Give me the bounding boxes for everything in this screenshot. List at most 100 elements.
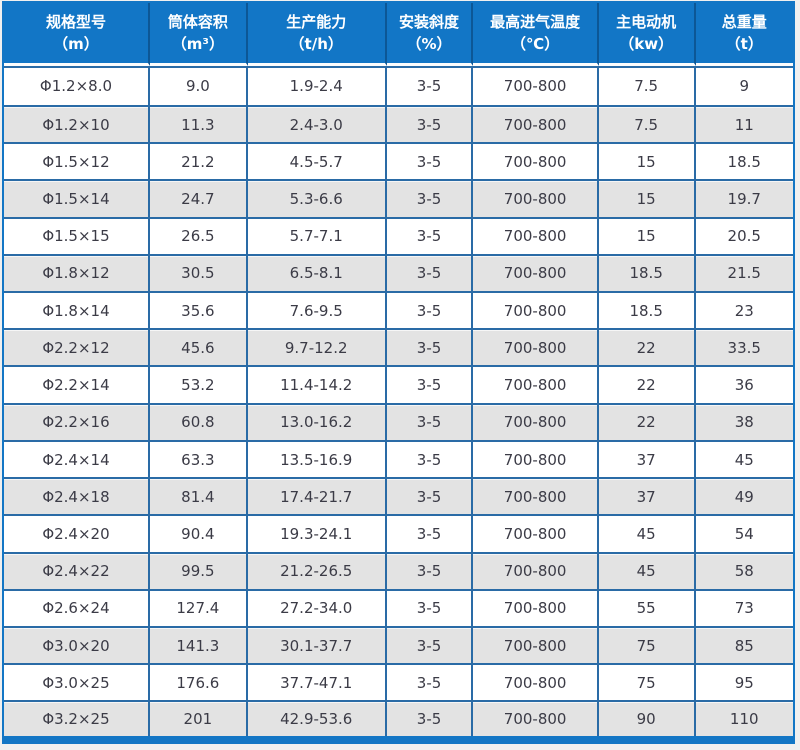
header-cell-2: 生产能力 （t/h）	[247, 3, 387, 66]
table-row: Φ2.2×12 45.6 9.7-12.2 3-5 700-800 22 33.5	[4, 330, 793, 368]
cell: 3-5	[386, 516, 474, 554]
cell: 700-800	[473, 702, 599, 736]
header-cell-0: 规格型号 （m）	[4, 3, 150, 66]
cell: 58	[695, 553, 793, 591]
header-label-line1: 生产能力	[286, 12, 347, 31]
cell: 63.3	[149, 441, 248, 480]
cell: 18.5	[598, 255, 696, 294]
header-label-line1: 最高进气温度	[490, 12, 581, 31]
table-row: Φ1.2×10 11.3 2.4-3.0 3-5 700-800 7.5 11	[4, 106, 793, 145]
cell: 38	[695, 404, 793, 442]
cell: 9.0	[149, 66, 248, 107]
table-row: Φ2.6×24 127.4 27.2-34.0 3-5 700-800 55 73	[4, 590, 793, 628]
table-row: Φ1.2×8.0 9.0 1.9-2.4 3-5 700-800 7.5 9	[4, 66, 793, 107]
cell: Φ3.0×25	[4, 665, 150, 703]
cell: 21.2	[149, 144, 248, 182]
cell: 21.5	[695, 255, 793, 294]
spec-table: 规格型号 （m） 筒体容积 （m³） 生产能力 （t/h） 安装斜度 （%） 最高进气温度 （℃）…	[4, 3, 793, 736]
table-row: Φ1.5×12 21.2 4.5-5.7 3-5 700-800 15 18.5	[4, 144, 793, 182]
cell: 3-5	[386, 628, 474, 666]
cell: Φ2.2×14	[4, 367, 150, 405]
cell: 81.4	[149, 479, 248, 517]
cell: 54	[695, 516, 793, 554]
table-row: Φ1.8×12 30.5 6.5-8.1 3-5 700-800 18.5 21.5	[4, 255, 793, 294]
cell: 45	[598, 516, 696, 554]
cell: 45.6	[149, 330, 248, 368]
cell: 15	[598, 144, 696, 182]
cell: 15	[598, 181, 696, 219]
cell: 5.3-6.6	[247, 181, 387, 219]
header-cell-5: 主电动机 （kw）	[598, 3, 696, 66]
cell: 27.2-34.0	[247, 590, 387, 628]
cell: 3-5	[386, 404, 474, 442]
cell: 7.5	[598, 106, 696, 145]
cell: 53.2	[149, 367, 248, 405]
cell: 23	[695, 293, 793, 331]
cell: 3-5	[386, 66, 474, 107]
cell: 6.5-8.1	[247, 255, 387, 294]
cell: 26.5	[149, 218, 248, 256]
cell: 18.5	[598, 293, 696, 331]
cell: 11	[695, 106, 793, 145]
cell: 18.5	[695, 144, 793, 182]
cell: 3-5	[386, 330, 474, 368]
table-row: Φ2.2×16 60.8 13.0-16.2 3-5 700-800 22 38	[4, 404, 793, 442]
cell: 60.8	[149, 404, 248, 442]
table-header: 规格型号 （m） 筒体容积 （m³） 生产能力 （t/h） 安装斜度 （%） 最高进气温度 （℃）…	[4, 3, 793, 66]
cell: Φ1.2×8.0	[4, 66, 150, 107]
cell: Φ1.5×12	[4, 144, 150, 182]
cell: Φ2.4×18	[4, 479, 150, 517]
cell: 3-5	[386, 106, 474, 145]
cell: 5.7-7.1	[247, 218, 387, 256]
cell: 2.4-3.0	[247, 106, 387, 145]
cell: Φ1.8×14	[4, 293, 150, 331]
header-label-line1: 总重量	[721, 12, 767, 31]
header-label-line1: 筒体容积	[167, 12, 228, 31]
cell: 33.5	[695, 330, 793, 368]
cell: 3-5	[386, 441, 474, 480]
cell: 45	[695, 441, 793, 480]
cell: 3-5	[386, 665, 474, 703]
table-row: Φ3.0×25 176.6 37.7-47.1 3-5 700-800 75 95	[4, 665, 793, 703]
cell: 30.5	[149, 255, 248, 294]
cell: 3-5	[386, 702, 474, 736]
cell: 3-5	[386, 367, 474, 405]
cell: Φ2.4×22	[4, 553, 150, 591]
cell: 21.2-26.5	[247, 553, 387, 591]
cell: 110	[695, 702, 793, 736]
cell: 9.7-12.2	[247, 330, 387, 368]
cell: 49	[695, 479, 793, 517]
header-cell-6: 总重量 （t）	[695, 3, 793, 66]
table-row: Φ1.8×14 35.6 7.6-9.5 3-5 700-800 18.5 23	[4, 293, 793, 331]
cell: 700-800	[473, 665, 599, 703]
cell: 141.3	[149, 628, 248, 666]
cell: 3-5	[386, 181, 474, 219]
cell: 700-800	[473, 66, 599, 107]
cell: 13.5-16.9	[247, 441, 387, 480]
cell: 19.3-24.1	[247, 516, 387, 554]
cell: 700-800	[473, 330, 599, 368]
table-row: Φ2.4×20 90.4 19.3-24.1 3-5 700-800 45 54	[4, 516, 793, 554]
cell: 30.1-37.7	[247, 628, 387, 666]
cell: 36	[695, 367, 793, 405]
table-row: Φ1.5×15 26.5 5.7-7.1 3-5 700-800 15 20.5	[4, 218, 793, 256]
cell: 24.7	[149, 181, 248, 219]
cell: 7.5	[598, 66, 696, 107]
table-row: Φ1.5×14 24.7 5.3-6.6 3-5 700-800 15 19.7	[4, 181, 793, 219]
cell: 42.9-53.6	[247, 702, 387, 736]
cell: 700-800	[473, 553, 599, 591]
cell: 15	[598, 218, 696, 256]
cell: Φ2.2×16	[4, 404, 150, 442]
cell: Φ2.6×24	[4, 590, 150, 628]
header-cell-3: 安装斜度 （%）	[386, 3, 474, 66]
cell: Φ3.2×25	[4, 702, 150, 736]
table-row: Φ2.4×14 63.3 13.5-16.9 3-5 700-800 37 45	[4, 441, 793, 480]
cell: 17.4-21.7	[247, 479, 387, 517]
cell: Φ2.2×12	[4, 330, 150, 368]
header-cell-4: 最高进气温度 （℃）	[473, 3, 599, 66]
cell: 700-800	[473, 255, 599, 294]
cell: Φ1.5×14	[4, 181, 150, 219]
cell: 37	[598, 441, 696, 480]
cell: 55	[598, 590, 696, 628]
